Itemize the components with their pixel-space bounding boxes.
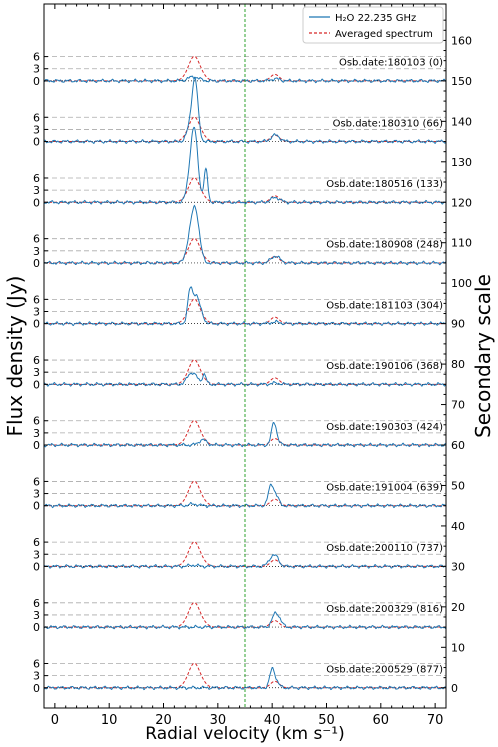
panel-y-tick-label: 6 — [33, 51, 40, 64]
panel-y-tick-label: 0 — [33, 257, 40, 270]
y2-tick-label: 0 — [451, 682, 458, 695]
panel-y-tick-label: 3 — [33, 305, 40, 318]
panel-y-tick-label: 0 — [33, 318, 40, 331]
panel-y-tick-label: 3 — [33, 548, 40, 561]
panel-y-tick-label: 3 — [33, 123, 40, 136]
y2-tick-label: 160 — [451, 34, 472, 47]
plot-frame — [43, 3, 447, 709]
panel-y-tick-label: 0 — [33, 439, 40, 452]
secondary-y-axis: 0 10 20 30 40 50 60 70 80 90 100 110 120 130 140 150 160 — [441, 19, 472, 695]
x-tick-label: 30 — [210, 713, 227, 728]
panel-y-tick-label: 0 — [33, 136, 40, 149]
y2-tick-label: 150 — [451, 75, 472, 88]
x-tick-label: 60 — [373, 713, 390, 728]
panel-y-tick-label: 0 — [33, 682, 40, 695]
panel-label: Osb.date:200329 (816) — [326, 604, 443, 615]
legend-label-averaged: Averaged spectrum — [335, 29, 433, 40]
panel-y-tick-label: 0 — [33, 621, 40, 634]
panel-y-tick-label: 0 — [33, 378, 40, 391]
panel-y-tick-label: 3 — [33, 670, 40, 683]
panel-y-tick-label: 6 — [33, 293, 40, 306]
spectrum-line — [44, 611, 446, 630]
panel-label: Osb.date:190106 (368) — [326, 361, 443, 372]
panel-y-tick-label: 0 — [33, 75, 40, 88]
panel-label: Osb.date:200110 (737) — [326, 543, 443, 554]
panel-y-tick-label: 3 — [33, 366, 40, 379]
panel-label: Osb.date:180103 (0) — [339, 58, 443, 69]
panel-label: Osb.date:191004 (639) — [326, 482, 443, 493]
y2-tick-label: 140 — [451, 115, 472, 128]
x-tick-label: 40 — [264, 713, 281, 728]
panel-y-tick-label: 6 — [33, 475, 40, 488]
x-tick-label: 20 — [155, 713, 172, 728]
panel-y-tick-label: 6 — [33, 111, 40, 124]
panel-y-tick-label: 3 — [33, 427, 40, 440]
panel-y-tick-label: 6 — [33, 172, 40, 185]
panel-label: Osb.date:190303 (424) — [326, 422, 443, 433]
legend: H₂O 22.235 GHz Averaged spectrum — [302, 6, 444, 44]
y2-tick-label: 90 — [451, 318, 465, 331]
secondary-y-axis-label: Secondary scale — [471, 274, 495, 438]
panel-y-tick-label: 0 — [33, 500, 40, 513]
panel-labels: Osb.date:180103 (0) Osb.date:180310 (66) O… — [326, 58, 443, 676]
x-tick-label: 50 — [318, 713, 335, 728]
panel-y-tick-label: 3 — [33, 609, 40, 622]
panel-y-tick-label: 6 — [33, 354, 40, 367]
legend-box — [302, 6, 444, 44]
panel-y-tick-label: 3 — [33, 63, 40, 76]
y2-tick-label: 40 — [451, 520, 465, 533]
spectrum-line — [44, 286, 446, 327]
panel-y-tick-label: 6 — [33, 415, 40, 428]
panel-y-tick-label: 6 — [33, 657, 40, 670]
legend-label-observed: H₂O 22.235 GHz — [335, 13, 416, 24]
y2-tick-label: 20 — [451, 601, 465, 614]
panel-y-tick-label: 3 — [33, 488, 40, 501]
panel-label: Osb.date:180516 (133) — [326, 179, 443, 190]
panel-y-tick-label: 6 — [33, 233, 40, 246]
panel-label: Osb.date:200529 (877) — [326, 665, 443, 676]
spectrum-line — [44, 204, 446, 266]
panel-y-tick-label: 6 — [33, 536, 40, 549]
y2-tick-label: 70 — [451, 399, 465, 412]
y2-tick-label: 120 — [451, 196, 472, 209]
plot-area — [43, 3, 447, 709]
panel-label: Osb.date:181103 (304) — [326, 300, 443, 311]
y2-tick-label: 130 — [451, 156, 472, 169]
y2-tick-label: 60 — [451, 439, 465, 452]
y2-tick-label: 30 — [451, 560, 465, 573]
panel-y-tick-label: 6 — [33, 597, 40, 610]
y2-tick-label: 100 — [451, 277, 472, 290]
spectrum-line — [44, 126, 446, 205]
y2-tick-label: 80 — [451, 358, 465, 371]
panel-label: Osb.date:180310 (66) — [333, 118, 444, 129]
x-axis: 0 10 20 30 40 50 60 70 — [51, 4, 444, 728]
y2-tick-label: 10 — [451, 641, 465, 654]
panel-y-tick-label: 3 — [33, 184, 40, 197]
y2-tick-label: 50 — [451, 479, 465, 492]
averaged-spectrum-line — [44, 177, 446, 203]
x-tick-label: 10 — [101, 713, 118, 728]
spectra-series — [44, 55, 446, 691]
x-tick-label: 70 — [427, 713, 444, 728]
y2-tick-label: 110 — [451, 237, 472, 250]
y-axis-label: Flux density (Jy) — [3, 276, 27, 437]
x-axis-label: Radial velocity (km s⁻¹) — [145, 724, 344, 744]
panel-y-tick-label: 0 — [33, 196, 40, 209]
panel-label: Osb.date:180908 (248) — [326, 240, 443, 251]
panel-y-tick-label: 3 — [33, 245, 40, 258]
panel-y-tick-label: 0 — [33, 560, 40, 573]
x-tick-label: 0 — [51, 713, 59, 728]
